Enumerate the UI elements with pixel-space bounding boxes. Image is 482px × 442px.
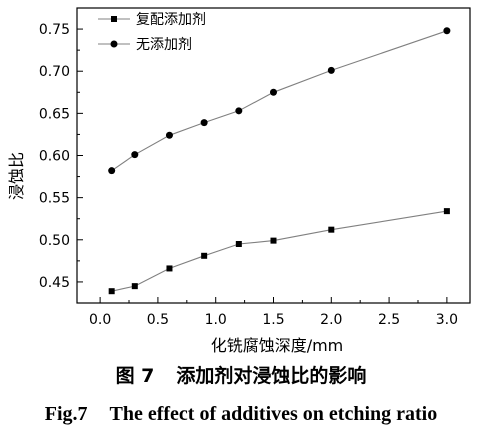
legend-label: 复配添加剂 xyxy=(136,11,206,28)
caption-en-number: Fig.7 xyxy=(44,403,88,425)
data-point xyxy=(108,288,115,295)
data-point xyxy=(131,283,138,290)
y-tick-label: 0.65 xyxy=(39,106,70,122)
y-axis-label: 浸蚀比 xyxy=(7,152,26,200)
figure-caption-chinese: 图 7 添加剂对浸蚀比的影响 xyxy=(0,361,482,388)
legend-item: 复配添加剂 xyxy=(98,11,206,28)
caption-cn-text: 添加剂对浸蚀比的影响 xyxy=(176,365,367,387)
figure-caption-english: Fig.7 The effect of additives on etching … xyxy=(0,403,482,426)
series-line xyxy=(111,210,447,292)
x-tick-label: 0.0 xyxy=(89,312,111,328)
x-tick-label: 0.5 xyxy=(147,312,169,328)
caption-en-text: The effect of additives on etching ratio xyxy=(109,403,438,425)
y-tick-label: 0.60 xyxy=(39,149,70,165)
legend-item: 无添加剂 xyxy=(98,37,192,53)
data-point xyxy=(443,208,450,215)
x-tick-label: 3.0 xyxy=(436,312,458,328)
series-line xyxy=(111,30,448,172)
x-tick-label: 2.5 xyxy=(378,312,400,328)
data-point xyxy=(443,27,451,35)
line-chart: 0.0 0.5 1.0 1.5 2.0 2.5 3.0 0.450.500.550.600.… xyxy=(7,7,471,355)
data-point xyxy=(235,107,243,115)
y-tick-label: 0.55 xyxy=(39,191,70,207)
data-point xyxy=(200,119,208,127)
legend-marker xyxy=(110,40,118,48)
data-point xyxy=(235,241,242,247)
y-axis-ticks: 0.45 0.50 0.55 0.60 0.65 0.70 0.75 xyxy=(39,22,83,291)
data-point xyxy=(166,265,173,272)
data-point xyxy=(270,88,277,96)
x-tick-label: 1.5 xyxy=(262,312,284,328)
caption-cn-number: 图 7 xyxy=(115,365,155,387)
y-tick-label: 0.45 xyxy=(39,275,70,291)
data-point xyxy=(165,131,173,139)
legend-label: 无添加剂 xyxy=(136,37,192,53)
y-tick-label: 0.70 xyxy=(39,64,70,80)
x-tick-label: 2.0 xyxy=(320,312,342,328)
data-point xyxy=(131,151,139,159)
data-point xyxy=(108,167,116,175)
y-tick-label: 0.75 xyxy=(39,22,70,38)
data-point xyxy=(327,66,335,74)
legend-marker xyxy=(111,16,117,22)
series-with-additive xyxy=(108,208,450,295)
x-axis-ticks: 0.0 0.5 1.0 1.5 2.0 2.5 3.0 xyxy=(89,297,458,328)
x-axis-label: 化铣腐蚀深度/mm xyxy=(211,336,344,355)
data-point xyxy=(270,237,277,244)
x-tick-label: 1.0 xyxy=(205,312,227,328)
data-point xyxy=(201,252,208,259)
series-no-additive xyxy=(108,27,451,175)
y-tick-label: 0.50 xyxy=(39,233,70,249)
chart-series xyxy=(108,27,451,295)
data-point xyxy=(328,226,335,233)
